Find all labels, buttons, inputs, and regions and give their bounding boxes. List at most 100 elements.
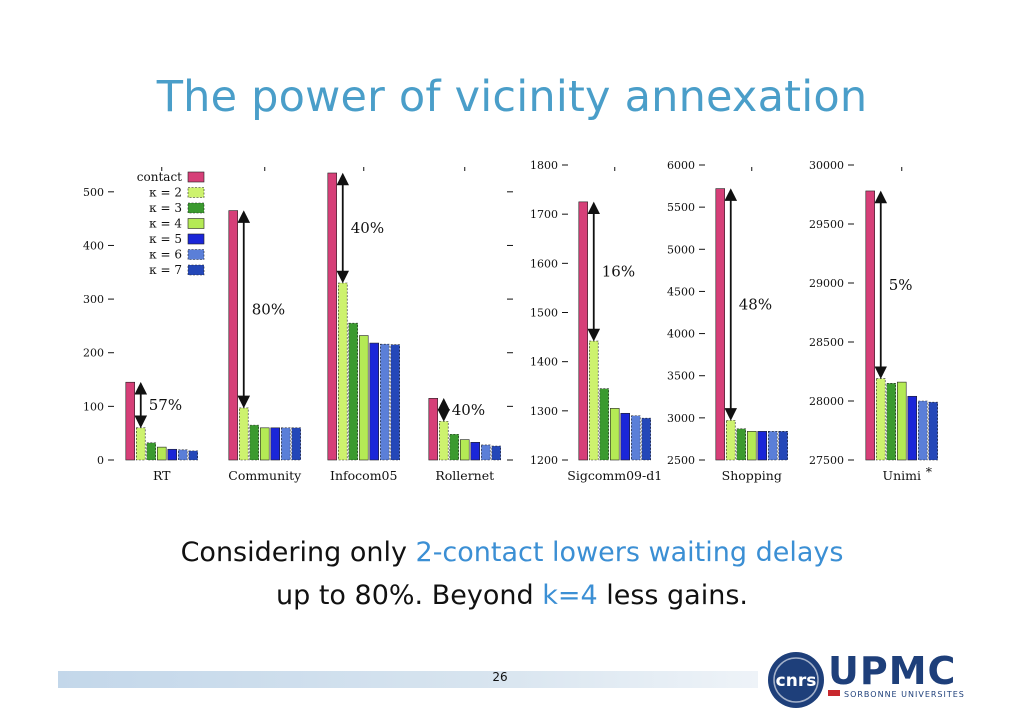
legend-label: κ = 3 <box>149 201 182 215</box>
upmc-logo-subtext: SORBONNE UNIVERSITES <box>844 690 965 699</box>
legend-label: κ = 5 <box>149 232 182 246</box>
bar-infocom05-5 <box>379 343 390 461</box>
y-tick-label: 28000 <box>809 395 844 408</box>
bar-unimi-4 <box>907 395 917 461</box>
bar-shopping-4 <box>757 431 767 461</box>
y-tick-label: 1300 <box>530 405 558 418</box>
cnrs-logo-text: cnrs <box>776 671 817 691</box>
legend-swatch <box>187 171 205 183</box>
bar-rollernet-5 <box>480 444 491 461</box>
bar-rollernet-3 <box>459 439 470 461</box>
bar-rollernet-2 <box>449 433 459 461</box>
reduction-label: 48% <box>739 295 772 313</box>
legend-swatch <box>187 218 205 229</box>
bar-rt-4 <box>167 448 178 461</box>
bar-infocom05-3 <box>358 335 369 461</box>
y-tick-label: 1400 <box>530 356 558 369</box>
legend-label: contact <box>137 170 182 184</box>
x-category-label: RT <box>153 468 171 483</box>
x-category-label: Infocom05 <box>330 468 397 483</box>
bar-rt-1 <box>136 427 146 461</box>
y-tick-label: 29000 <box>809 277 844 290</box>
y-tick-label: 4500 <box>667 285 695 298</box>
y-tick-label: 500 <box>83 186 104 199</box>
y-tick-label: 1600 <box>530 257 558 270</box>
bar-infocom05-0 <box>327 172 337 461</box>
bar-infocom05-6 <box>390 344 400 461</box>
bar-infocom05-2 <box>348 322 358 461</box>
bar-rt-6 <box>188 450 199 461</box>
legend-swatch <box>187 187 205 198</box>
bar-community-4 <box>270 427 280 461</box>
chart-panel-2: 1200 1300 1400 1500 1600 1700 1800 Sigcomm09-d1… <box>530 159 662 483</box>
caption-highlight-1: 2-contact lowers waiting delays <box>415 537 844 568</box>
bar-sigcomm09-d1-4 <box>620 412 630 461</box>
bar-community-6 <box>291 427 301 461</box>
chart-panels: 0 100 200 300 400 500 RT 57% Community 80% Infocom… <box>83 159 938 483</box>
legend-swatch <box>187 233 205 245</box>
bar-sigcomm09-d1-2 <box>599 388 609 461</box>
bar-sigcomm09-d1-5 <box>630 415 641 461</box>
x-category-label: Sigcomm09-d1 <box>567 468 662 483</box>
bar-rt-3 <box>157 446 167 461</box>
legend-label: κ = 4 <box>149 217 182 231</box>
page-number: 26 <box>492 670 508 684</box>
y-tick-label: 5500 <box>667 201 695 214</box>
y-tick-label: 200 <box>83 347 104 360</box>
y-tick-label: 0 <box>97 454 104 467</box>
legend-swatch <box>187 264 205 276</box>
y-tick-label: 1200 <box>530 454 558 467</box>
bar-shopping-3 <box>746 431 757 461</box>
bar-rt-0 <box>125 381 136 461</box>
bar-community-3 <box>259 427 270 461</box>
y-tick-label: 27500 <box>809 454 844 467</box>
bar-rollernet-4 <box>470 441 480 461</box>
bar-community-5 <box>280 427 291 461</box>
bar-shopping-5 <box>767 431 778 461</box>
reduction-label: 40% <box>452 401 485 419</box>
x-category-label: Shopping <box>722 468 782 483</box>
reduction-label: 80% <box>252 300 285 318</box>
y-tick-label: 1800 <box>530 159 558 172</box>
bar-sigcomm09-d1-3 <box>609 408 620 461</box>
bar-community-0 <box>228 210 239 461</box>
cnrs-logo: cnrs <box>768 652 824 708</box>
chart-panel-4: 27500 28000 28500 29000 29500 30000 Unimi * 5% <box>809 159 938 483</box>
y-tick-label: 3000 <box>667 412 695 425</box>
y-tick-label: 1700 <box>530 208 558 221</box>
x-category-label: Community <box>228 468 302 483</box>
y-tick-label: 6000 <box>667 159 695 172</box>
reduction-label: 57% <box>149 396 182 414</box>
bar-shopping-6 <box>778 431 788 461</box>
chart-panel-1: 0 100 200 300 400 500 RT 57% Community 80% Infocom… <box>83 167 513 483</box>
upmc-logo: UPMC SORBONNE UNIVERSITES <box>828 650 965 699</box>
chart-legend: contact κ = 2κ = 3 κ = 4κ = 5 κ = 6κ = 7 <box>137 170 205 277</box>
y-tick-label: 300 <box>83 293 104 306</box>
bar-shopping-0 <box>715 188 725 461</box>
reduction-label: 40% <box>351 219 384 237</box>
bar-unimi-6 <box>928 401 938 461</box>
y-tick-label: 30000 <box>809 159 844 172</box>
footer-bar <box>58 671 758 688</box>
chart-panel-3: 2500 3000 3500 4000 4500 5000 5500 6000 Shopping… <box>667 159 788 483</box>
bar-unimi-3 <box>896 381 907 461</box>
upmc-logo-text: UPMC <box>828 650 956 693</box>
caption-line-1: Considering only 2-contact lowers waitin… <box>0 537 1024 568</box>
legend-swatch <box>187 202 205 214</box>
bar-sigcomm09-d1-0 <box>578 201 588 461</box>
caption-text-1: Considering only <box>180 537 416 568</box>
y-tick-label: 400 <box>83 239 104 252</box>
bar-community-2 <box>249 424 260 461</box>
bar-unimi-1 <box>875 378 886 461</box>
legend-label: κ = 2 <box>149 186 182 200</box>
bar-shopping-1 <box>725 420 736 461</box>
x-category-label: Rollernet <box>435 468 494 483</box>
legend-swatch <box>187 249 205 260</box>
x-category-suffix: * <box>926 464 933 479</box>
bar-sigcomm09-d1-1 <box>588 340 599 461</box>
bar-unimi-0 <box>865 190 875 461</box>
bar-rt-5 <box>178 449 188 461</box>
x-category-label: Unimi <box>883 468 921 483</box>
y-tick-label: 1500 <box>530 307 558 320</box>
caption-highlight-2: k=4 <box>542 580 598 611</box>
